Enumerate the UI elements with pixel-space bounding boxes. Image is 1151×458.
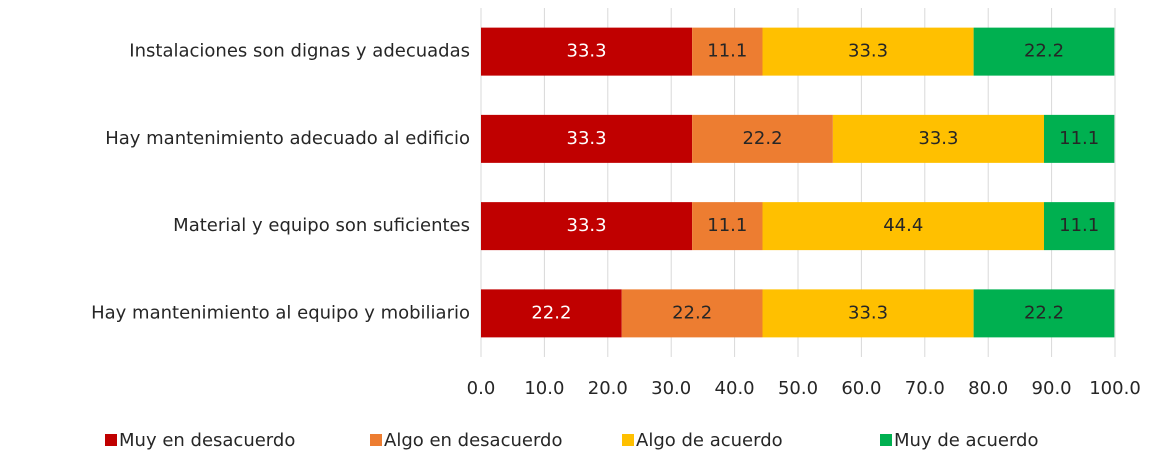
data-label: 44.4 xyxy=(883,215,923,236)
data-label: 22.2 xyxy=(742,128,782,149)
legend-swatch xyxy=(105,434,117,446)
x-tick-label: 50.0 xyxy=(778,378,818,399)
data-label: 33.3 xyxy=(567,41,607,62)
legend-swatch xyxy=(370,434,382,446)
data-label: 22.2 xyxy=(531,302,571,323)
legend-label: Muy en desacuerdo xyxy=(119,430,295,451)
bar-segment xyxy=(692,202,763,251)
data-label: 22.2 xyxy=(1024,41,1064,62)
data-label: 22.2 xyxy=(672,302,712,323)
bar-segment xyxy=(832,114,1044,163)
legend-label: Algo de acuerdo xyxy=(636,430,783,451)
x-tick-label: 20.0 xyxy=(588,378,628,399)
x-tick-label: 0.0 xyxy=(467,378,496,399)
x-tick-label: 100.0 xyxy=(1089,378,1141,399)
data-label: 11.1 xyxy=(1059,215,1099,236)
data-label: 33.3 xyxy=(848,302,888,323)
x-tick-label: 80.0 xyxy=(968,378,1008,399)
legend-swatch xyxy=(880,434,892,446)
bar-segment xyxy=(481,27,693,76)
legend-swatch xyxy=(622,434,634,446)
data-label: 22.2 xyxy=(1024,302,1064,323)
x-tick-label: 40.0 xyxy=(715,378,755,399)
data-label: 33.3 xyxy=(567,215,607,236)
bar-segment xyxy=(762,289,974,338)
legend-label: Algo en desacuerdo xyxy=(384,430,563,451)
x-tick-label: 30.0 xyxy=(651,378,691,399)
y-tick-label: Hay mantenimiento adecuado al edificio xyxy=(105,128,470,149)
bar-segment xyxy=(481,289,622,338)
bar-segment xyxy=(973,27,1115,76)
y-tick-label: Hay mantenimiento al equipo y mobiliario xyxy=(91,302,470,323)
x-tick-label: 90.0 xyxy=(1032,378,1072,399)
x-tick-label: 70.0 xyxy=(905,378,945,399)
bar-segment xyxy=(621,289,763,338)
bar-segment xyxy=(1043,114,1115,163)
data-label: 11.1 xyxy=(707,215,747,236)
legend-label: Muy de acuerdo xyxy=(894,430,1038,451)
bar-segment xyxy=(692,27,763,76)
bar-segment xyxy=(481,114,693,163)
x-tick-label: 60.0 xyxy=(841,378,881,399)
y-tick-label: Material y equipo son suficientes xyxy=(173,215,470,236)
data-label: 33.3 xyxy=(918,128,958,149)
bar-segment xyxy=(481,202,693,251)
y-tick-label: Instalaciones son dignas y adecuadas xyxy=(129,41,470,62)
bar-segment xyxy=(762,202,1044,251)
bar-segment xyxy=(973,289,1115,338)
bar-segment xyxy=(1043,202,1115,251)
data-label: 33.3 xyxy=(848,41,888,62)
data-label: 33.3 xyxy=(567,128,607,149)
x-tick-label: 10.0 xyxy=(524,378,564,399)
bar-segment xyxy=(762,27,974,76)
bar-segment xyxy=(692,114,833,163)
data-label: 11.1 xyxy=(707,41,747,62)
data-label: 11.1 xyxy=(1059,128,1099,149)
